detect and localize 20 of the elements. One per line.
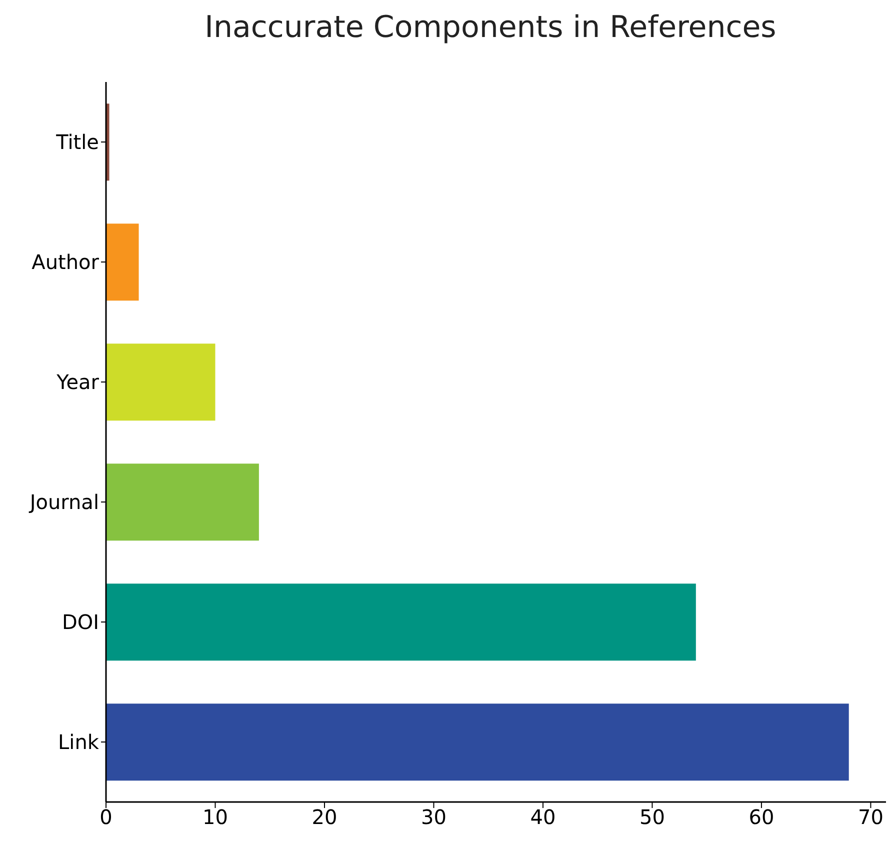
x-tick-label: 70 [858, 805, 884, 830]
bar [106, 464, 259, 541]
y-tick-label: Title [55, 130, 99, 154]
x-tick-label: 30 [421, 805, 446, 830]
x-tick-label: 10 [202, 805, 228, 830]
chart-title: Inaccurate Components in References [204, 9, 778, 47]
x-tick-label: 50 [639, 805, 665, 830]
x-tick-label: 0 [100, 805, 112, 830]
y-tick-label: Journal [28, 490, 99, 514]
y-tick-label: Link [58, 730, 100, 754]
bar [106, 584, 696, 661]
x-tick-label: 40 [530, 805, 556, 830]
bar [106, 704, 849, 781]
y-tick-label: DOI [62, 610, 99, 634]
bar [106, 344, 216, 421]
x-tick-label: 20 [312, 805, 338, 830]
y-tick-label: Year [56, 370, 100, 394]
bar [106, 224, 139, 301]
y-tick-label: Author [32, 250, 100, 274]
x-tick-label: 60 [748, 805, 774, 830]
